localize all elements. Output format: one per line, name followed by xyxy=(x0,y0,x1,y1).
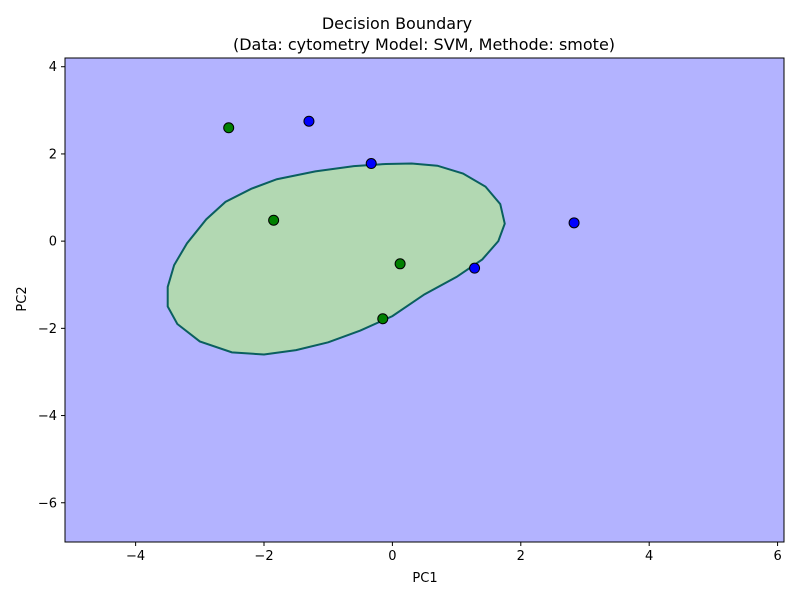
data-point-0-3 xyxy=(469,262,481,274)
data-points xyxy=(223,115,580,325)
x-tick-label: −4 xyxy=(126,549,145,564)
y-tick-label: 4 xyxy=(49,60,57,75)
x-axis-label: PC1 xyxy=(412,571,437,586)
x-tick-label: 0 xyxy=(388,549,396,564)
y-tick-label: −4 xyxy=(38,409,57,424)
green-class-region xyxy=(166,162,506,356)
data-point-0-2 xyxy=(568,217,580,229)
data-point-1-2 xyxy=(394,258,406,270)
x-axis-ticks: −4 −2 0 2 4 6 xyxy=(126,542,782,564)
x-tick-label: 2 xyxy=(517,549,525,564)
chart-title: Decision Boundary xyxy=(322,14,472,33)
data-point-1-0 xyxy=(223,122,235,134)
x-tick-label: −2 xyxy=(254,549,273,564)
y-tick-label: −6 xyxy=(38,496,57,511)
y-axis-label: PC2 xyxy=(15,286,30,311)
axes-frame xyxy=(64,57,785,543)
data-point-0-0 xyxy=(303,115,315,127)
data-point-1-1 xyxy=(268,214,280,226)
data-point-1-3 xyxy=(377,313,389,325)
data-point-0-1 xyxy=(365,158,377,170)
plot-area xyxy=(64,57,785,543)
y-tick-label: 0 xyxy=(49,235,57,250)
chart-subtitle: (Data: cytometry Model: SVM, Methode: sm… xyxy=(233,35,615,54)
y-axis-ticks: −6 −4 −2 0 2 4 xyxy=(38,60,65,511)
y-tick-label: −2 xyxy=(38,322,57,337)
x-tick-label: 4 xyxy=(645,549,653,564)
x-tick-label: 6 xyxy=(773,549,781,564)
y-tick-label: 2 xyxy=(49,147,57,162)
